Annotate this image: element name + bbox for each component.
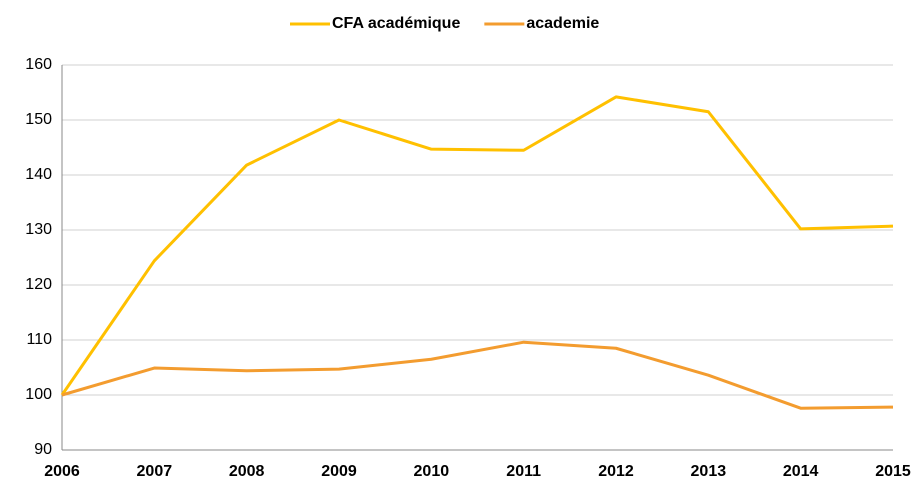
x-tick-label: 2012 — [598, 463, 634, 480]
line-series — [60, 95, 894, 396]
x-tick-label: 2008 — [229, 463, 265, 480]
y-tick-label: 110 — [26, 331, 52, 348]
x-tick-label: 2015 — [875, 463, 911, 480]
legend-label: academie — [526, 15, 599, 32]
y-tick-label: 130 — [25, 221, 52, 238]
x-tick-label: 2007 — [137, 463, 173, 480]
y-tick-label: 120 — [25, 276, 52, 293]
y-tick-label: 90 — [34, 441, 52, 458]
line-series — [61, 340, 894, 410]
x-tick-label: 2009 — [321, 463, 357, 480]
x-tick-label: 2010 — [414, 463, 450, 480]
x-tick-label: 2013 — [691, 463, 727, 480]
x-tick-label: 2011 — [506, 463, 541, 480]
y-tick-label: 100 — [25, 386, 52, 403]
y-tick-label: 150 — [25, 111, 52, 128]
x-tick-label: 2014 — [783, 463, 819, 480]
y-tick-label: 140 — [25, 166, 52, 183]
y-tick-label: 160 — [25, 56, 52, 73]
legend-label: CFA académique — [332, 15, 460, 32]
x-tick-label: 2006 — [44, 463, 80, 480]
